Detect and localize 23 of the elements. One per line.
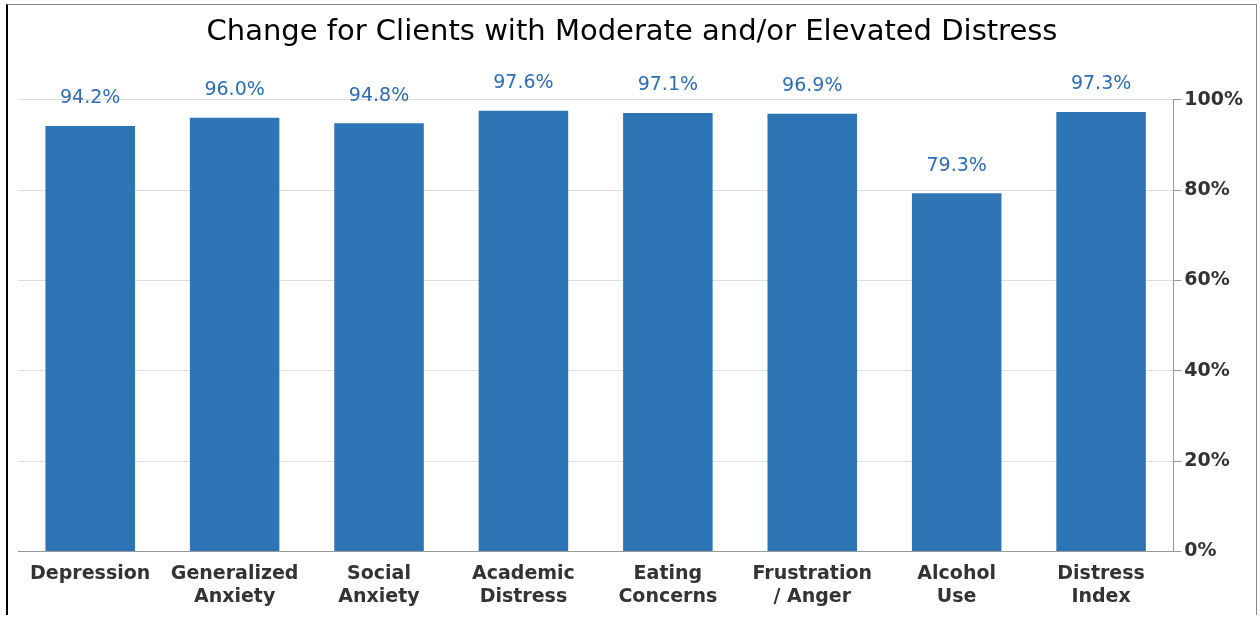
data-label: 94.8% bbox=[348, 82, 410, 105]
data-label: 97.1% bbox=[637, 72, 699, 95]
y-tick-label: 100% bbox=[1184, 86, 1244, 109]
data-label: 79.3% bbox=[926, 152, 987, 175]
y-tick-label: 60% bbox=[1184, 267, 1230, 290]
y-tick-label: 80% bbox=[1184, 177, 1230, 200]
x-tick-label: Frustration / Anger bbox=[752, 560, 872, 606]
chart-title: Change for Clients with Moderate and/or Elevated Distress bbox=[206, 12, 1058, 47]
data-label: 97.3% bbox=[1070, 71, 1132, 94]
data-label: 94.2% bbox=[60, 85, 121, 108]
x-tick-label: Alcohol Use bbox=[917, 560, 996, 606]
data-label: 97.6% bbox=[493, 70, 554, 93]
x-tick-label: Academic Distress bbox=[472, 560, 575, 606]
x-tick-label: Generalized Anxiety bbox=[170, 560, 299, 606]
x-tick-label: Depression bbox=[30, 560, 151, 583]
y-tick-label: 40% bbox=[1184, 357, 1230, 380]
data-label: 96.0% bbox=[204, 77, 265, 100]
x-tick-label: Distress Index bbox=[1057, 560, 1145, 606]
y-tick-label: 20% bbox=[1184, 448, 1230, 471]
y-tick-label: 0% bbox=[1184, 538, 1217, 561]
x-tick-label: Eating Concerns bbox=[618, 560, 718, 606]
data-label: 96.9% bbox=[782, 73, 843, 96]
x-tick-label: Social Anxiety bbox=[338, 560, 421, 606]
